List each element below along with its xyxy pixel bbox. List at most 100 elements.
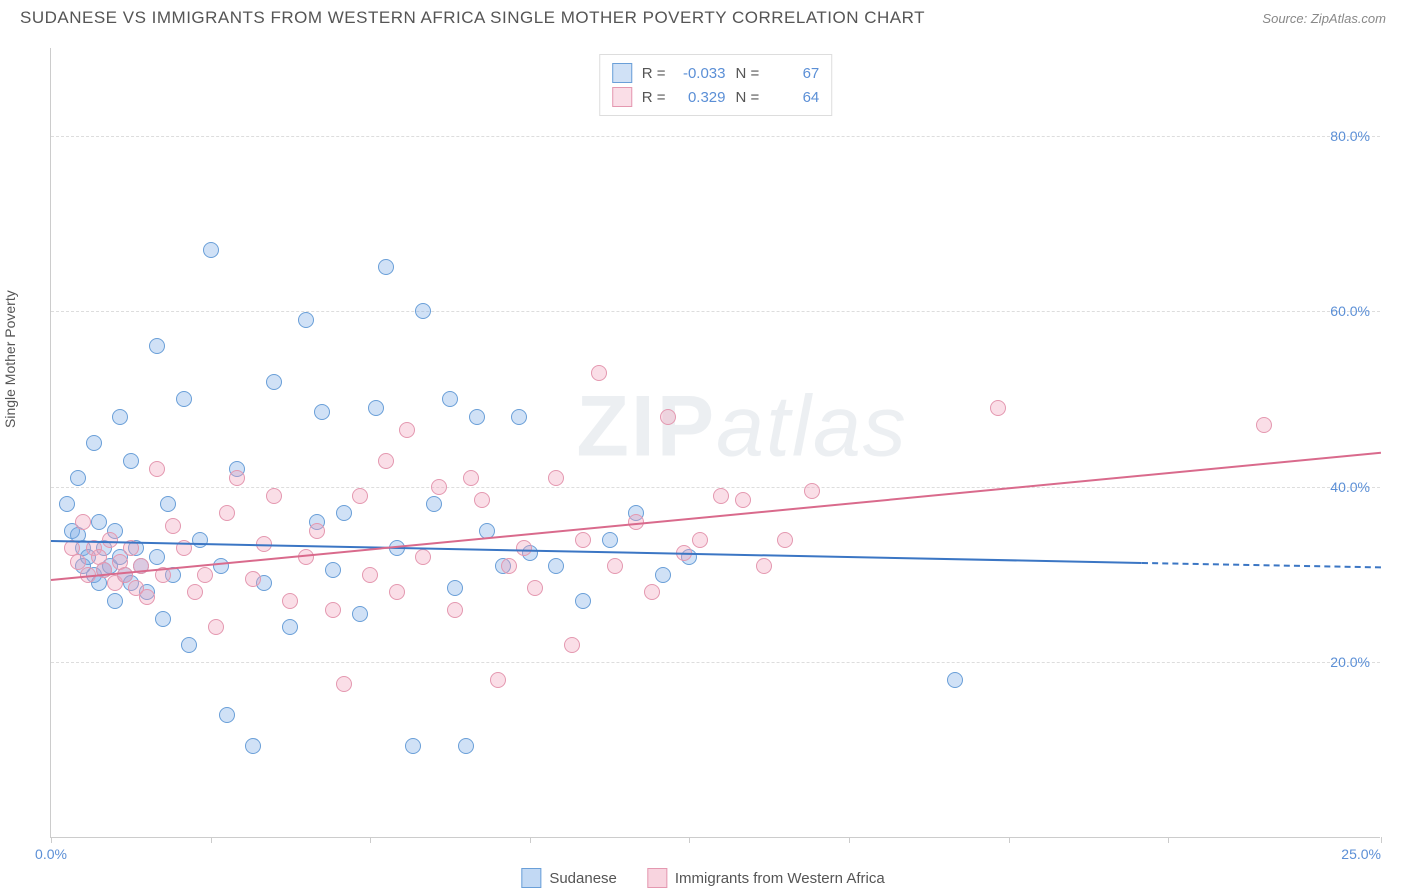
scatter-point-series-1 — [197, 567, 213, 583]
scatter-point-series-0 — [442, 391, 458, 407]
scatter-point-series-1 — [516, 540, 532, 556]
scatter-point-series-1 — [352, 488, 368, 504]
scatter-point-series-0 — [219, 707, 235, 723]
scatter-point-series-1 — [990, 400, 1006, 416]
scatter-point-series-0 — [160, 496, 176, 512]
legend-item-1: Immigrants from Western Africa — [647, 868, 885, 888]
scatter-point-series-1 — [527, 580, 543, 596]
legend-item-0: Sudanese — [521, 868, 617, 888]
scatter-point-series-1 — [431, 479, 447, 495]
scatter-point-series-0 — [70, 470, 86, 486]
legend-bottom-swatch-1 — [647, 868, 667, 888]
scatter-point-series-1 — [591, 365, 607, 381]
legend-bottom-swatch-0 — [521, 868, 541, 888]
scatter-point-series-0 — [426, 496, 442, 512]
scatter-point-series-0 — [107, 593, 123, 609]
scatter-point-series-0 — [314, 404, 330, 420]
header: SUDANESE VS IMMIGRANTS FROM WESTERN AFRI… — [0, 0, 1406, 32]
scatter-point-series-1 — [102, 532, 118, 548]
y-tick-label: 40.0% — [1330, 479, 1370, 495]
x-tick — [51, 837, 52, 843]
scatter-point-series-1 — [548, 470, 564, 486]
scatter-point-series-0 — [123, 453, 139, 469]
scatter-point-series-0 — [575, 593, 591, 609]
legend-row-series-1: R = 0.329 N = 64 — [612, 85, 820, 109]
n-label-0: N = — [736, 65, 760, 82]
scatter-point-series-1 — [399, 422, 415, 438]
scatter-point-series-1 — [1256, 417, 1272, 433]
scatter-point-series-0 — [511, 409, 527, 425]
gridline-h — [51, 487, 1380, 488]
legend-label-0: Sudanese — [549, 870, 617, 887]
scatter-point-series-0 — [149, 549, 165, 565]
scatter-point-series-0 — [655, 567, 671, 583]
scatter-point-series-0 — [378, 259, 394, 275]
scatter-point-series-1 — [139, 589, 155, 605]
scatter-point-series-1 — [415, 549, 431, 565]
scatter-point-series-0 — [176, 391, 192, 407]
scatter-point-series-0 — [469, 409, 485, 425]
y-tick-label: 80.0% — [1330, 128, 1370, 144]
scatter-point-series-0 — [181, 637, 197, 653]
scatter-point-series-0 — [548, 558, 564, 574]
scatter-point-series-1 — [692, 532, 708, 548]
watermark-italic: atlas — [716, 378, 908, 474]
scatter-point-series-1 — [309, 523, 325, 539]
legend-row-series-0: R = -0.033 N = 67 — [612, 61, 820, 85]
trend-line-series-1 — [51, 452, 1381, 581]
scatter-point-series-1 — [660, 409, 676, 425]
r-value-1: 0.329 — [676, 89, 726, 106]
scatter-point-series-1 — [575, 532, 591, 548]
scatter-point-series-0 — [336, 505, 352, 521]
scatter-point-series-1 — [564, 637, 580, 653]
scatter-point-series-1 — [804, 483, 820, 499]
trend-line-dash-series-0 — [1142, 562, 1381, 568]
y-tick-label: 60.0% — [1330, 303, 1370, 319]
scatter-point-series-1 — [463, 470, 479, 486]
scatter-point-series-1 — [336, 676, 352, 692]
scatter-point-series-0 — [947, 672, 963, 688]
scatter-point-series-1 — [165, 518, 181, 534]
x-tick — [1381, 837, 1382, 843]
source-attribution: Source: ZipAtlas.com — [1262, 11, 1386, 26]
x-tick — [1009, 837, 1010, 843]
scatter-point-series-0 — [458, 738, 474, 754]
n-value-1: 64 — [769, 89, 819, 106]
correlation-legend: R = -0.033 N = 67 R = 0.329 N = 64 — [599, 54, 833, 116]
series-legend: Sudanese Immigrants from Western Africa — [521, 868, 884, 888]
source-label: Source: — [1262, 11, 1307, 26]
scatter-point-series-1 — [474, 492, 490, 508]
scatter-point-series-1 — [644, 584, 660, 600]
scatter-point-series-1 — [490, 672, 506, 688]
r-label-0: R = — [642, 65, 666, 82]
scatter-point-series-1 — [282, 593, 298, 609]
scatter-point-series-0 — [149, 338, 165, 354]
n-label-1: N = — [736, 89, 760, 106]
scatter-point-series-0 — [112, 409, 128, 425]
watermark: ZIPatlas — [576, 377, 907, 476]
scatter-point-series-0 — [266, 374, 282, 390]
x-tick — [1168, 837, 1169, 843]
scatter-point-series-0 — [245, 738, 261, 754]
watermark-bold: ZIP — [576, 378, 716, 474]
r-value-0: -0.033 — [676, 65, 726, 82]
scatter-point-series-1 — [389, 584, 405, 600]
chart-title: SUDANESE VS IMMIGRANTS FROM WESTERN AFRI… — [20, 8, 925, 28]
gridline-h — [51, 311, 1380, 312]
scatter-point-series-0 — [155, 611, 171, 627]
x-tick-label: 0.0% — [35, 846, 67, 862]
scatter-point-series-1 — [362, 567, 378, 583]
scatter-point-series-0 — [368, 400, 384, 416]
scatter-point-series-0 — [91, 514, 107, 530]
gridline-h — [51, 136, 1380, 137]
scatter-point-series-1 — [756, 558, 772, 574]
scatter-point-series-0 — [447, 580, 463, 596]
scatter-point-series-1 — [713, 488, 729, 504]
scatter-point-series-1 — [501, 558, 517, 574]
legend-swatch-0 — [612, 63, 632, 83]
scatter-point-series-0 — [325, 562, 341, 578]
scatter-point-series-1 — [607, 558, 623, 574]
x-tick — [530, 837, 531, 843]
scatter-point-series-1 — [245, 571, 261, 587]
scatter-point-series-0 — [602, 532, 618, 548]
